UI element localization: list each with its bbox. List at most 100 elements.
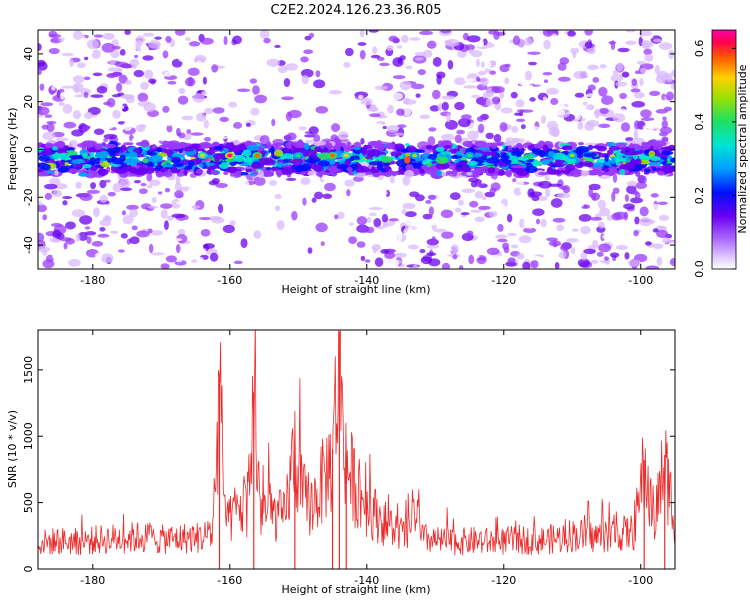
heatmap-speckle: [83, 111, 93, 120]
heatmap-speckle: [63, 121, 77, 129]
heatmap-speckle: [219, 116, 229, 123]
heatmap-speckle: [427, 194, 437, 200]
heatmap-speckle: [633, 230, 639, 237]
heatmap-speckle: [308, 32, 315, 38]
heatmap-band-cell: [41, 163, 51, 171]
heatmap-speckle: [584, 41, 593, 49]
heatmap-speckle: [647, 120, 653, 130]
heatmap-speckle: [389, 218, 399, 222]
heatmap-speckle: [603, 30, 609, 35]
heatmap-speckle: [487, 255, 501, 260]
heatmap-speckle: [463, 78, 477, 82]
bottom-xtick-label: -140: [354, 574, 379, 587]
heatmap-band-cell: [120, 144, 127, 153]
heatmap-band-cell: [546, 166, 553, 175]
heatmap-band-cell: [64, 161, 69, 166]
top-x-axis-label: Height of straight line (km): [281, 283, 430, 296]
heatmap-speckle: [247, 63, 262, 70]
heatmap-speckle: [160, 203, 173, 209]
heatmap-band-cell: [435, 146, 445, 152]
heatmap-speckle: [129, 58, 140, 67]
heatmap-speckle: [211, 216, 225, 224]
heatmap-band-cell: [385, 142, 396, 150]
heatmap-speckle: [134, 54, 139, 58]
heatmap-speckle: [336, 177, 345, 186]
heatmap-speckle: [90, 182, 97, 190]
heatmap-speckle: [386, 124, 399, 133]
heatmap-speckle: [664, 73, 673, 78]
heatmap-speckle: [151, 196, 157, 204]
heatmap-band-cell: [587, 144, 593, 151]
heatmap-speckle: [138, 188, 148, 195]
heatmap-band-cell: [205, 166, 217, 170]
heatmap-speckle: [556, 192, 571, 199]
heatmap-speckle: [274, 44, 281, 48]
heatmap-speckle: [46, 122, 55, 133]
heatmap-band-cell: [272, 146, 285, 151]
heatmap-speckle: [392, 222, 400, 232]
heatmap-speckle: [580, 130, 595, 135]
heatmap-speckle: [85, 200, 92, 205]
heatmap-band-cell: [140, 139, 150, 148]
heatmap-speckle: [542, 96, 548, 101]
heatmap-speckle: [557, 62, 567, 71]
heatmap-hotspot-core: [569, 153, 575, 158]
heatmap-speckle: [181, 219, 191, 225]
heatmap-band-cell: [177, 163, 182, 167]
heatmap-speckle: [307, 247, 313, 254]
heatmap-speckle: [518, 235, 532, 244]
heatmap-speckle: [446, 112, 451, 123]
heatmap-speckle: [384, 252, 396, 259]
heatmap-band-cell: [266, 172, 274, 177]
heatmap-speckle: [466, 35, 481, 43]
heatmap-band-cell: [106, 147, 121, 154]
heatmap-speckle: [160, 263, 170, 269]
heatmap-speckle: [605, 260, 610, 265]
heatmap-band-cell: [490, 145, 497, 149]
heatmap-speckle: [399, 80, 412, 91]
heatmap-speckle: [665, 91, 674, 101]
heatmap-speckle: [177, 49, 185, 53]
heatmap-band-cell: [473, 167, 486, 174]
heatmap-speckle: [540, 218, 547, 228]
heatmap-speckle: [133, 69, 145, 78]
heatmap-speckle: [436, 74, 442, 85]
heatmap-speckle: [66, 206, 71, 213]
heatmap-speckle: [428, 206, 434, 216]
heatmap-band-cell: [607, 149, 614, 155]
heatmap-speckle: [368, 212, 377, 216]
heatmap-speckle: [276, 220, 285, 230]
heatmap-speckle: [529, 97, 536, 102]
heatmap-speckle: [515, 118, 526, 123]
heatmap-speckle: [124, 30, 131, 35]
heatmap-speckle: [56, 214, 68, 220]
heatmap-speckle: [281, 96, 294, 101]
heatmap-speckle: [106, 97, 116, 108]
heatmap-band-cell: [405, 163, 414, 172]
heatmap-band-cell: [448, 163, 456, 170]
heatmap-speckle: [151, 252, 165, 256]
heatmap-band-cell: [97, 169, 106, 174]
heatmap-speckle: [506, 232, 517, 237]
heatmap-speckle: [329, 90, 342, 95]
heatmap-speckle: [519, 218, 525, 229]
heatmap-speckle: [402, 202, 416, 210]
heatmap-speckle: [331, 123, 341, 133]
heatmap-speckle: [201, 91, 208, 96]
heatmap-speckle: [68, 259, 81, 267]
heatmap-speckle: [562, 185, 571, 194]
bottom-xtick-label: -180: [80, 574, 105, 587]
heatmap-band-cell: [103, 143, 117, 149]
heatmap-band-cell: [510, 151, 517, 156]
heatmap-speckle: [382, 125, 387, 130]
heatmap-speckle: [41, 124, 49, 130]
heatmap-band-cell: [404, 156, 411, 164]
heatmap-speckle: [322, 193, 333, 200]
heatmap-speckle: [668, 49, 675, 60]
heatmap-speckle: [84, 231, 97, 236]
heatmap-speckle: [51, 85, 56, 91]
heatmap-speckle: [516, 253, 525, 260]
heatmap-speckle: [119, 178, 131, 189]
heatmap-band-cell: [571, 158, 577, 164]
heatmap-speckle: [640, 88, 646, 93]
